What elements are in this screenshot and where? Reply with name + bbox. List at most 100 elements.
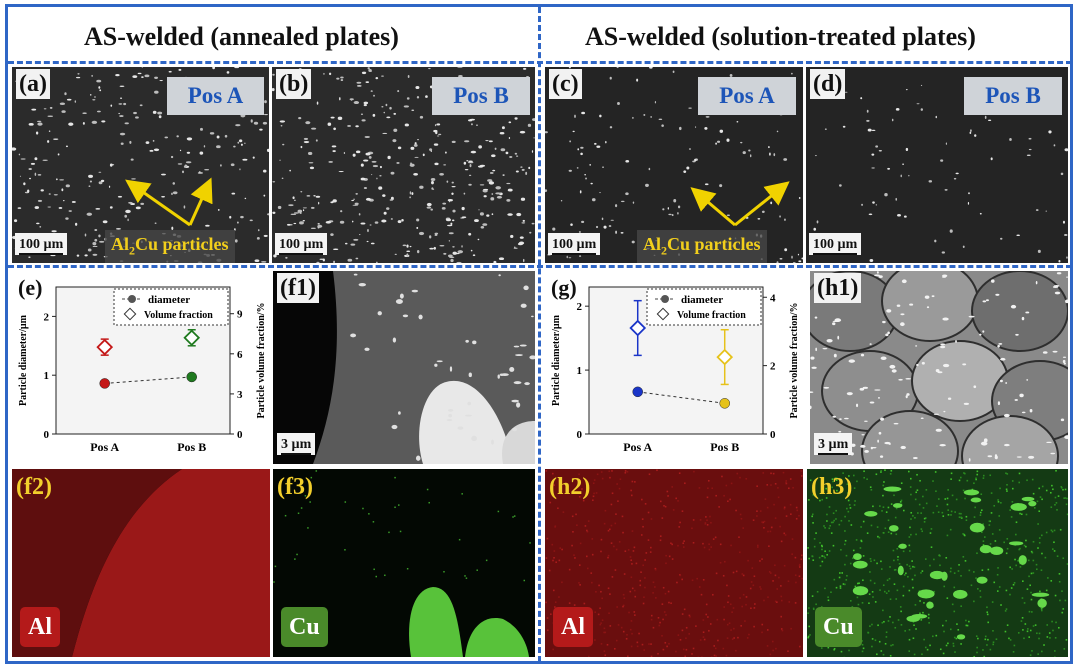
volume-fraction-point (96, 338, 114, 356)
diameter-point (186, 371, 197, 383)
scale-bar-line (19, 253, 64, 255)
scale-bar: 100 µm (548, 233, 601, 255)
scale-bar-label: 100 µm (813, 237, 858, 252)
element-badge: Cu (815, 607, 862, 647)
diameter-point (632, 386, 643, 398)
legend-label-volume: Volume fraction (677, 310, 746, 321)
y2-tick-label: 4 (770, 292, 776, 304)
position-badge: Pos A (698, 77, 796, 115)
panel-label: (f3) (277, 474, 313, 500)
legend: diameter Volume fraction (646, 288, 762, 326)
panel-label: (f1) (277, 273, 319, 303)
x-tick-label: Pos A (623, 440, 652, 454)
row-divider (8, 265, 1072, 268)
figure-frame (5, 4, 1073, 664)
scale-bar-line (813, 253, 858, 255)
scale-bar: 100 µm (15, 233, 68, 255)
panel-label: (d) (810, 69, 846, 99)
eds-map-h3: (h3) Cu (807, 469, 1068, 657)
element-badge: Al (553, 607, 593, 647)
position-badge: Pos A (167, 77, 264, 115)
panel-label: (f2) (16, 474, 52, 500)
element-badge: Cu (281, 607, 328, 647)
panel-label: (b) (276, 69, 312, 99)
volume-fraction-point (629, 319, 647, 337)
eds-map-h2: (h2) Al (545, 469, 803, 657)
micrograph-h1: (h1) 3 µm (810, 271, 1068, 464)
panel-label: (h1) (814, 273, 862, 303)
legend-marker-diameter (128, 295, 136, 303)
y-tick-label: 0 (44, 429, 50, 441)
diameter-line (637, 391, 725, 404)
scale-bar: 100 µm (809, 233, 862, 255)
y2-axis-label: Particle volume fraction/% (256, 302, 267, 418)
particle-annotation: Al2Cu particles (105, 230, 235, 263)
scale-bar-label: 100 µm (279, 237, 324, 252)
panel-label: (g) (551, 275, 577, 300)
scale-bar: 3 µm (277, 433, 316, 455)
annotation-arrow (734, 181, 790, 227)
f1-particles (350, 273, 535, 461)
header-solution-treated: AS-welded (solution-treated plates) (585, 22, 976, 51)
micrograph-f1-image (273, 271, 535, 464)
legend-marker-volume (656, 307, 670, 321)
element-badge: Al (20, 607, 60, 647)
eds-map-image (273, 470, 531, 657)
annotation-arrow (125, 179, 191, 227)
y2-axis-label: Particle volume fraction/% (789, 302, 800, 418)
legend-label-volume: Volume fraction (144, 310, 213, 321)
y2-tick-label: 0 (770, 429, 776, 441)
y-tick-label: 2 (44, 311, 50, 323)
micrograph-f1: (f1) 3 µm (273, 271, 535, 464)
legend-box (113, 288, 229, 326)
position-badge: Pos B (964, 77, 1062, 115)
scale-bar-line (281, 453, 312, 455)
diameter-line (104, 376, 192, 384)
y2-tick-label: 0 (237, 429, 243, 441)
eds-map-f3: (f3) Cu (273, 469, 535, 657)
chart-g: 0 1 2 0 2 4 Pos A Pos B Particle diameter/µm Part… (545, 271, 803, 464)
x-tick-label: Pos A (90, 440, 119, 454)
y-tick-label: 0 (577, 429, 583, 441)
chart-e-svg: 0 1 2 0 3 6 9 Pos A Pos B Particle diameter/µm Par… (18, 286, 267, 454)
vertical-divider (538, 7, 541, 662)
annotation-arrow (690, 187, 736, 227)
x-tick-label: Pos B (710, 440, 739, 454)
legend-marker-diameter (661, 295, 669, 303)
legend-marker-volume (123, 307, 137, 321)
eds-map-f2: (f2) Al (12, 469, 270, 657)
position-badge: Pos B (432, 77, 530, 115)
scale-bar-line (818, 453, 849, 455)
eds-signal (273, 470, 531, 657)
scale-bar-line (279, 253, 324, 255)
sem-panel-c: (c) Pos A 100 µm Al2Cu particles (545, 67, 803, 263)
annotation-arrow (188, 177, 213, 226)
f1-bright-particle (419, 380, 513, 464)
y-tick-label: 1 (44, 370, 50, 382)
scale-bar-line (552, 253, 597, 255)
y-tick-label: 1 (577, 365, 583, 377)
y2-tick-label: 3 (237, 389, 243, 401)
f1-bright-particle (502, 421, 535, 464)
diameter-point (719, 398, 730, 409)
volume-fraction-point (183, 329, 201, 347)
legend-label-diameter: diameter (681, 294, 723, 306)
panel-label: (a) (16, 69, 50, 99)
y2-tick-label: 9 (237, 309, 243, 321)
header-annealed: AS-welded (annealed plates) (84, 22, 399, 51)
legend: diameter Volume fraction (113, 288, 229, 326)
diameter-point (99, 378, 110, 389)
scale-bar-label: 100 µm (19, 237, 64, 252)
y2-tick-label: 6 (237, 349, 243, 361)
particle-annotation: Al2Cu particles (637, 230, 767, 263)
panel-label: (e) (18, 275, 43, 300)
scale-bar: 3 µm (814, 433, 853, 455)
scale-bar-label: 100 µm (552, 237, 597, 252)
scale-bar: 100 µm (275, 233, 328, 255)
x-tick-label: Pos B (177, 440, 206, 454)
header-divider (8, 61, 1072, 64)
y-tick-label: 2 (577, 301, 583, 313)
panel-label: (h2) (549, 474, 591, 500)
y-axis-label: Particle diameter/µm (551, 314, 562, 406)
sem-panel-b: (b) Pos B 100 µm (272, 67, 535, 263)
